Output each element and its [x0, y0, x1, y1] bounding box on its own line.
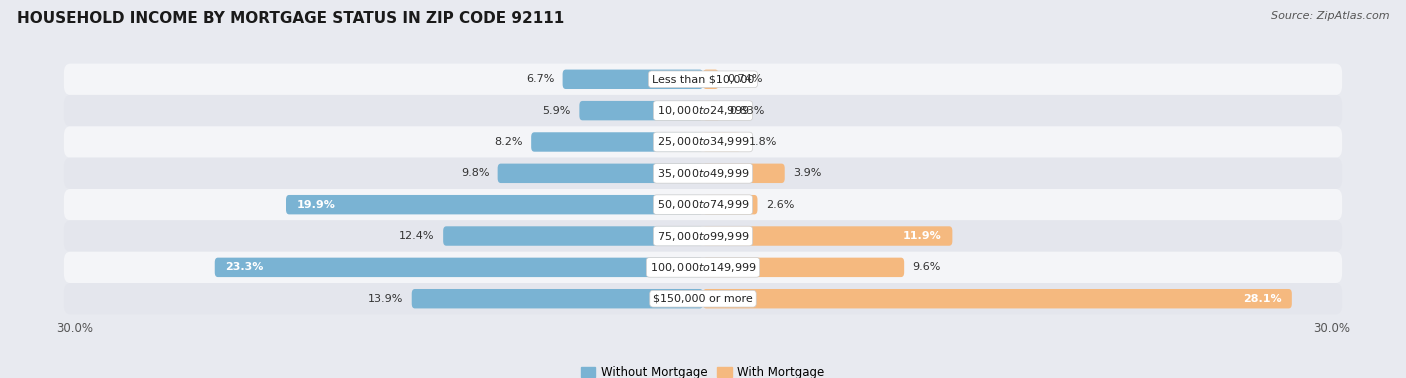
FancyBboxPatch shape	[562, 70, 703, 89]
FancyBboxPatch shape	[579, 101, 703, 120]
Text: $150,000 or more: $150,000 or more	[654, 294, 752, 304]
FancyBboxPatch shape	[63, 189, 1343, 220]
Text: 0.83%: 0.83%	[728, 105, 763, 116]
Legend: Without Mortgage, With Mortgage: Without Mortgage, With Mortgage	[576, 361, 830, 378]
Text: 1.8%: 1.8%	[749, 137, 778, 147]
FancyBboxPatch shape	[531, 132, 703, 152]
Text: Source: ZipAtlas.com: Source: ZipAtlas.com	[1271, 11, 1389, 21]
FancyBboxPatch shape	[412, 289, 703, 308]
FancyBboxPatch shape	[703, 289, 1292, 308]
Text: 3.9%: 3.9%	[793, 168, 821, 178]
Text: $75,000 to $99,999: $75,000 to $99,999	[657, 229, 749, 243]
Text: 2.6%: 2.6%	[766, 200, 794, 210]
Text: 8.2%: 8.2%	[495, 137, 523, 147]
FancyBboxPatch shape	[703, 226, 952, 246]
Text: 11.9%: 11.9%	[903, 231, 942, 241]
FancyBboxPatch shape	[703, 164, 785, 183]
FancyBboxPatch shape	[63, 220, 1343, 252]
FancyBboxPatch shape	[443, 226, 703, 246]
Text: $100,000 to $149,999: $100,000 to $149,999	[650, 261, 756, 274]
Text: 9.8%: 9.8%	[461, 168, 489, 178]
Text: 19.9%: 19.9%	[297, 200, 336, 210]
FancyBboxPatch shape	[215, 258, 703, 277]
FancyBboxPatch shape	[63, 64, 1343, 95]
FancyBboxPatch shape	[63, 283, 1343, 314]
Text: 23.3%: 23.3%	[225, 262, 263, 273]
Text: 13.9%: 13.9%	[368, 294, 404, 304]
FancyBboxPatch shape	[63, 252, 1343, 283]
FancyBboxPatch shape	[703, 101, 720, 120]
Text: Less than $10,000: Less than $10,000	[652, 74, 754, 84]
Text: 6.7%: 6.7%	[526, 74, 554, 84]
Text: 0.74%: 0.74%	[727, 74, 762, 84]
FancyBboxPatch shape	[703, 195, 758, 214]
FancyBboxPatch shape	[703, 132, 741, 152]
FancyBboxPatch shape	[703, 258, 904, 277]
FancyBboxPatch shape	[498, 164, 703, 183]
FancyBboxPatch shape	[63, 95, 1343, 126]
Text: 28.1%: 28.1%	[1243, 294, 1281, 304]
Text: 9.6%: 9.6%	[912, 262, 941, 273]
Text: HOUSEHOLD INCOME BY MORTGAGE STATUS IN ZIP CODE 92111: HOUSEHOLD INCOME BY MORTGAGE STATUS IN Z…	[17, 11, 564, 26]
Text: $10,000 to $24,999: $10,000 to $24,999	[657, 104, 749, 117]
FancyBboxPatch shape	[703, 70, 718, 89]
FancyBboxPatch shape	[285, 195, 703, 214]
Text: 5.9%: 5.9%	[543, 105, 571, 116]
FancyBboxPatch shape	[63, 126, 1343, 158]
FancyBboxPatch shape	[63, 158, 1343, 189]
Text: $50,000 to $74,999: $50,000 to $74,999	[657, 198, 749, 211]
Text: $25,000 to $34,999: $25,000 to $34,999	[657, 135, 749, 149]
Text: $35,000 to $49,999: $35,000 to $49,999	[657, 167, 749, 180]
Text: 12.4%: 12.4%	[399, 231, 434, 241]
